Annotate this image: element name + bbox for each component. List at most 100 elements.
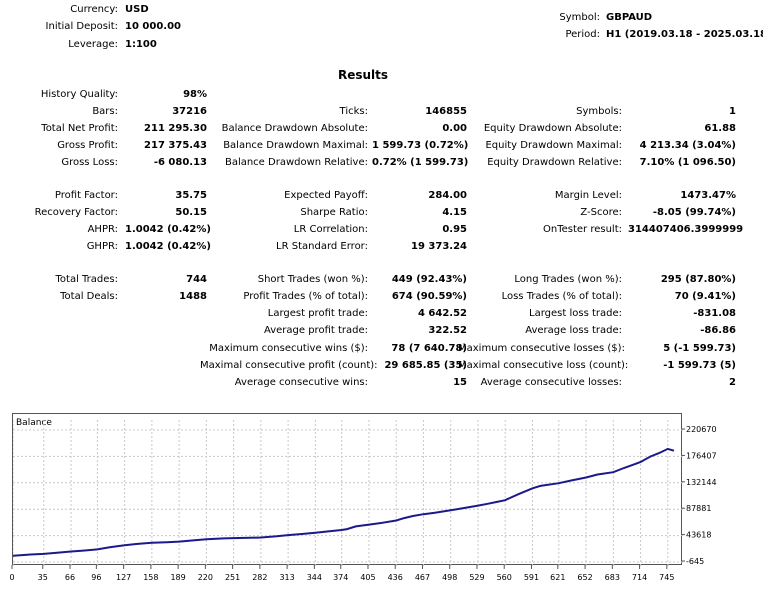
gross-profit-value: 217 375.43 [144,140,207,151]
margin-level-label: Margin Level: [554,190,622,201]
long-trades-value: 295 (87.80%) [660,274,736,285]
expected-payoff-label: Expected Payoff: [284,190,368,201]
avg-consec-losses-label: Average consecutive losses: [480,377,622,388]
lr-std-label: LR Standard Error: [276,241,368,252]
profit-factor-value: 35.75 [175,190,207,201]
y-tick-label: 43618 [686,531,711,540]
x-tick-label: 498 [442,573,457,582]
loss-trades-label: Loss Trades (% of total): [501,291,622,302]
x-tick-label: 220 [198,573,213,582]
max-consec-losses-label: Maximum consecutive losses ($): [458,343,625,354]
period-value: H1 (2019.03.18 - 2025.03.18) [606,29,763,40]
gross-loss-label: Gross Loss: [61,157,118,168]
avg-consec-losses-value: 2 [729,377,736,388]
x-tick-label: 436 [388,573,403,582]
ahpr-label: AHPR: [87,224,118,235]
x-tick-label: 189 [170,573,185,582]
history-quality-value: 98% [183,89,207,100]
y-tick-label: -645 [686,557,704,566]
x-tick-label: 529 [469,573,484,582]
bars-value: 37216 [172,106,207,117]
largest-loss-value: -831.08 [693,308,736,319]
maximal-consec-profit-label: Maximal consecutive profit (count): [200,360,378,371]
x-tick-label: 35 [38,573,48,582]
largest-profit-label: Largest profit trade: [267,308,368,319]
x-tick-label: 251 [225,573,240,582]
bal-dd-max-label: Balance Drawdown Maximal: [223,140,368,151]
bal-dd-abs-value: 0.00 [442,123,467,134]
gross-profit-label: Gross Profit: [57,140,118,151]
eq-dd-rel-value: 7.10% (1 096.50) [639,157,736,168]
max-consec-wins-value: 78 (7 640.78) [391,343,467,354]
avg-loss-value: -86.86 [700,325,736,336]
balance-series-line [13,447,675,557]
sharpe-label: Sharpe Ratio: [300,207,368,218]
total-trades-label: Total Trades: [55,274,119,285]
short-trades-value: 449 (92.43%) [391,274,467,285]
period-label: Period: [565,29,600,40]
total-deals-value: 1488 [179,291,207,302]
sharpe-value: 4.15 [442,207,467,218]
history-quality-label: History Quality: [40,89,118,100]
y-tick-label: 220670 [686,425,717,434]
avg-loss-label: Average loss trade: [525,325,622,336]
x-tick-label: 344 [307,573,322,582]
results-title: Results [337,68,389,82]
margin-level-value: 1473.47% [680,190,736,201]
x-tick-label: 405 [360,573,375,582]
expected-payoff-value: 284.00 [428,190,467,201]
y-tick-label: 176407 [686,451,717,460]
leverage-label: Leverage: [68,39,118,50]
avg-profit-value: 322.52 [428,325,467,336]
eq-dd-rel-label: Equity Drawdown Relative: [487,157,622,168]
x-tick-label: 591 [524,573,539,582]
net-profit-label: Total Net Profit: [41,123,118,134]
ticks-value: 146855 [425,106,467,117]
zscore-value: -8.05 (99.74%) [652,207,736,218]
eq-dd-abs-label: Equity Drawdown Absolute: [483,123,622,134]
bal-dd-rel-label: Balance Drawdown Relative: [224,157,368,168]
avg-profit-label: Average profit trade: [263,325,368,336]
avg-consec-wins-value: 15 [453,377,467,388]
symbols-value: 1 [729,106,736,117]
x-tick-label: 621 [550,573,565,582]
symbols-label: Symbols: [576,106,622,117]
gross-loss-value: -6 080.13 [153,157,207,168]
x-tick-label: 560 [497,573,512,582]
balance-chart: Balance [12,413,683,566]
eq-dd-max-value: 4 213.34 (3.04%) [639,140,736,151]
x-tick-label: 313 [279,573,294,582]
maximal-consec-profit-value: 29 685.85 (35) [384,360,467,371]
largest-profit-value: 4 642.52 [417,308,467,319]
chart-title: Balance [16,418,52,428]
eq-dd-max-label: Equity Drawdown Maximal: [485,140,622,151]
largest-loss-label: Largest loss trade: [529,308,622,319]
loss-trades-value: 70 (9.41%) [674,291,736,302]
x-tick-label: 745 [659,573,674,582]
ticks-label: Ticks: [339,106,368,117]
x-tick-label: 652 [577,573,592,582]
balance-chart-svg: Balance [13,418,683,566]
leverage-value: 1:100 [125,39,157,50]
x-tick-label: 96 [91,573,101,582]
avg-consec-wins-label: Average consecutive wins: [234,377,368,388]
lr-std-value: 19 373.24 [411,241,467,252]
total-deals-label: Total Deals: [60,291,118,302]
y-tick-label: 132144 [686,478,717,487]
x-tick-label: 127 [116,573,131,582]
net-profit-value: 211 295.30 [144,123,207,134]
short-trades-label: Short Trades (won %): [257,274,368,285]
ontester-label: OnTester result: [542,224,622,235]
ghpr-value: 1.0042 (0.42%) [125,241,211,252]
total-trades-value: 744 [186,274,207,285]
x-tick-label: 0 [9,573,14,582]
x-tick-label: 714 [632,573,647,582]
profit-factor-label: Profit Factor: [54,190,118,201]
lr-corr-value: 0.95 [442,224,467,235]
bars-label: Bars: [92,106,118,117]
maximal-consec-loss-label: Maximal consecutive loss (count): [458,360,629,371]
long-trades-label: Long Trades (won %): [514,274,622,285]
deposit-value: 10 000.00 [125,21,181,32]
profit-trades-value: 674 (90.59%) [391,291,467,302]
lr-corr-label: LR Correlation: [293,224,368,235]
